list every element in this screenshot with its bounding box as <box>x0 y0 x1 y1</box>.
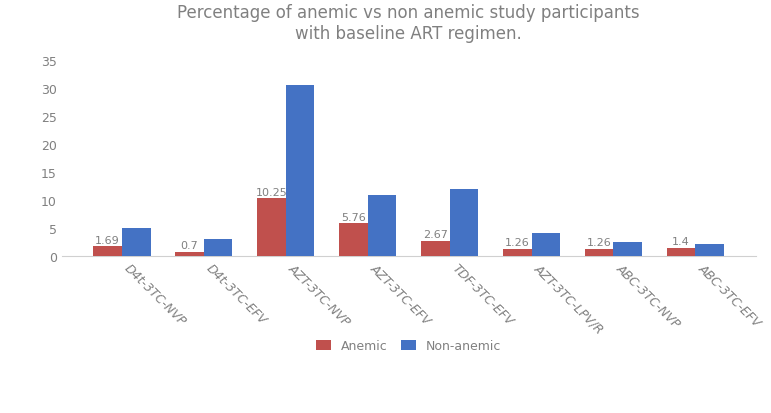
Bar <box>584 249 614 256</box>
Bar <box>695 244 724 256</box>
Title: Percentage of anemic vs non anemic study participants
with baseline ART regimen.: Percentage of anemic vs non anemic study… <box>177 4 640 43</box>
Bar <box>204 239 233 256</box>
Bar <box>93 247 122 256</box>
Bar <box>122 228 150 256</box>
Bar <box>614 242 642 256</box>
Text: 10.25: 10.25 <box>255 188 288 197</box>
Bar <box>339 224 368 256</box>
Bar <box>286 86 315 256</box>
Bar <box>368 195 396 256</box>
Text: 1.26: 1.26 <box>505 237 530 248</box>
Bar <box>531 234 561 256</box>
Bar <box>449 189 478 256</box>
Bar <box>503 249 531 256</box>
Legend: Anemic, Non-anemic: Anemic, Non-anemic <box>311 334 506 357</box>
Bar <box>667 248 695 256</box>
Text: 1.26: 1.26 <box>587 237 611 248</box>
Bar <box>175 252 204 256</box>
Text: 5.76: 5.76 <box>341 213 365 223</box>
Text: 0.7: 0.7 <box>180 241 198 251</box>
Bar <box>257 199 286 256</box>
Bar <box>421 241 449 256</box>
Text: 1.69: 1.69 <box>95 235 120 245</box>
Text: 1.4: 1.4 <box>672 237 690 247</box>
Text: 2.67: 2.67 <box>423 230 448 240</box>
